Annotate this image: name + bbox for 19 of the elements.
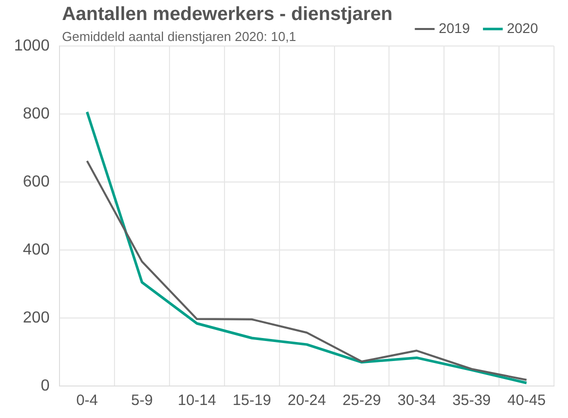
legend-label: 2020 [506, 20, 538, 36]
x-tick-label: 0-4 [76, 392, 98, 410]
x-tick-label: 20-24 [288, 392, 326, 410]
y-tick-label: 0 [40, 377, 50, 394]
chart-subtitle: Gemiddeld aantal dienstjaren 2020: 10,1 [62, 29, 296, 44]
y-tick-label: 600 [22, 173, 50, 190]
x-tick-label: 15-19 [232, 392, 272, 410]
y-tick-label: 400 [22, 241, 50, 258]
y-tick-label: 1000 [14, 37, 50, 54]
x-tick-label: 35-39 [452, 392, 491, 410]
x-tick-label: 25-29 [342, 392, 381, 410]
x-tick-label: 10-14 [178, 392, 216, 410]
y-tick-label: 200 [22, 309, 50, 326]
x-tick-label: 30-34 [397, 392, 436, 410]
y-tick-label: 800 [22, 105, 50, 122]
legend-label: 2019 [438, 20, 470, 36]
chart-title: Aantallen medewerkers - dienstjaren [62, 4, 393, 26]
x-tick-label: 40-45 [507, 392, 546, 410]
x-tick-label: 5-9 [131, 392, 153, 410]
